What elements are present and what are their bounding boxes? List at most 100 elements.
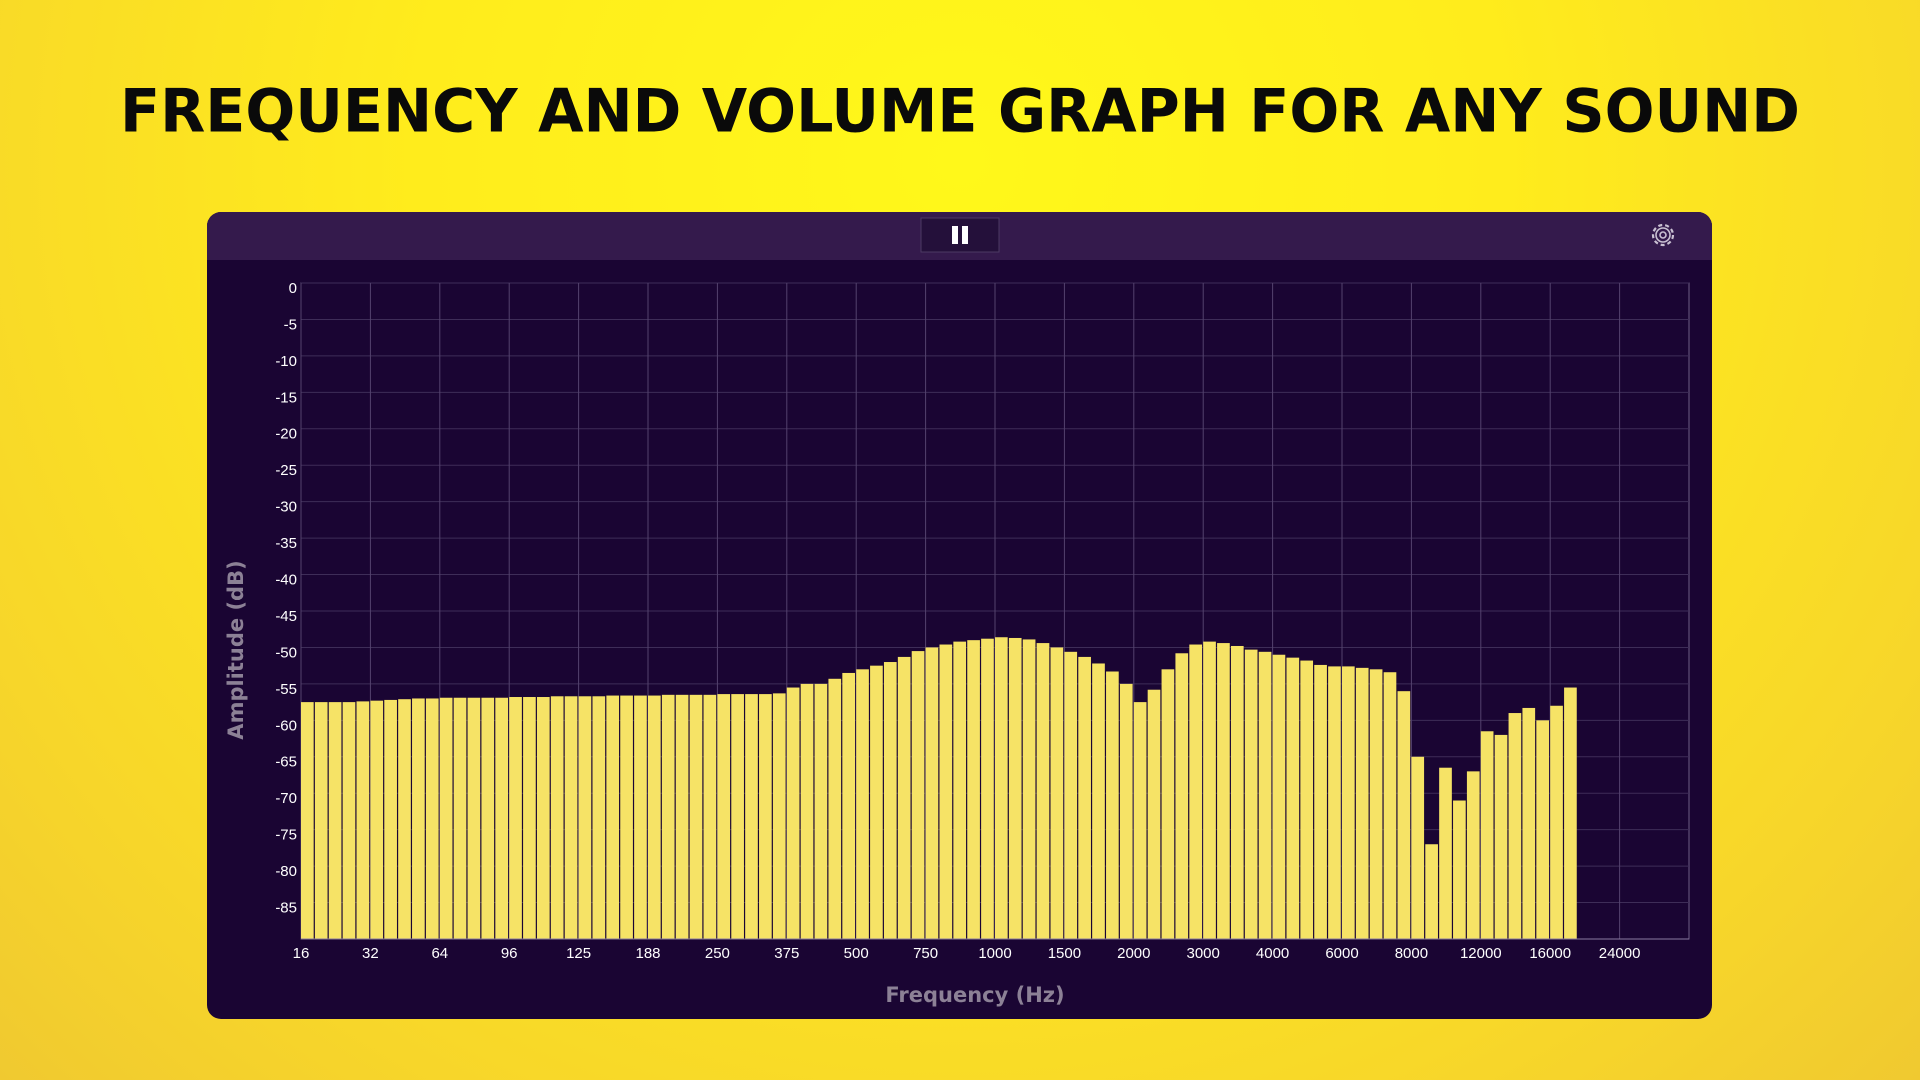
- x-tick-label: 4000: [1256, 945, 1289, 962]
- spectrum-bar: [495, 697, 508, 939]
- spectrum-bar: [1175, 653, 1189, 939]
- spectrum-bar: [981, 638, 994, 939]
- spectrum-bar: [467, 697, 481, 939]
- spectrum-bar: [1244, 649, 1258, 939]
- pause-button-frame[interactable]: [920, 217, 1000, 253]
- spectrum-bar: [1286, 657, 1300, 939]
- x-tick-label: 6000: [1325, 945, 1358, 962]
- spectrum-bar: [1466, 771, 1480, 939]
- spectrum-bar: [1508, 713, 1522, 939]
- page-title: FREQUENCY AND VOLUME GRAPH FOR ANY SOUND: [120, 77, 1800, 147]
- x-tick-label: 12000: [1460, 945, 1502, 962]
- spectrum-bar: [1064, 651, 1078, 939]
- x-tick-label: 8000: [1395, 945, 1428, 962]
- y-tick-label: 0: [289, 280, 297, 297]
- spectrum-bar: [995, 637, 1008, 939]
- spectrum-bar: [620, 695, 633, 939]
- spectrum-bar: [1203, 641, 1216, 939]
- spectrum-bar: [731, 694, 744, 939]
- x-tick-label: 250: [705, 945, 730, 962]
- spectrum-bar: [828, 678, 842, 939]
- y-tick-label: -70: [275, 790, 297, 807]
- spectrum-bar: [1494, 734, 1508, 939]
- spectrum-bar: [883, 662, 897, 939]
- spectrum-bar: [1355, 667, 1369, 939]
- settings-gear-hub: [1659, 231, 1667, 239]
- x-tick-label: 750: [913, 945, 938, 962]
- spectrum-bar: [439, 697, 453, 939]
- spectrum-bar: [897, 656, 911, 939]
- y-tick-label: -10: [275, 353, 297, 370]
- spectrum-bar: [1217, 643, 1230, 939]
- settings-gear-ring: [1655, 227, 1671, 243]
- y-tick-label: -65: [275, 754, 297, 771]
- spectrum-bar: [953, 641, 967, 939]
- spectrum-bar: [606, 695, 620, 939]
- spectrum-bar: [453, 697, 467, 939]
- spectrum-bar: [1258, 651, 1272, 939]
- spectrum-bar: [648, 695, 661, 939]
- spectrum-bar: [1106, 671, 1119, 939]
- spectrum-bar: [1008, 637, 1022, 939]
- y-tick-label: -25: [275, 462, 297, 479]
- y-tick-label: -80: [275, 863, 297, 880]
- spectrum-bar: [925, 647, 939, 939]
- spectrum-bar: [1328, 666, 1341, 939]
- y-tick-label: -5: [284, 316, 297, 333]
- spectrum-bar: [675, 694, 689, 939]
- x-axis-title: Frequency (Hz): [885, 983, 1064, 1007]
- x-tick-label: 64: [431, 945, 448, 962]
- settings-button[interactable]: [1651, 223, 1675, 247]
- spectrum-bar: [1036, 643, 1050, 939]
- spectrum-bar: [1022, 639, 1036, 939]
- spectrum-bar: [1189, 644, 1202, 939]
- x-tick-label: 16000: [1529, 945, 1571, 962]
- x-tick-label: 24000: [1599, 945, 1641, 962]
- spectrum-bar: [1078, 656, 1091, 939]
- x-tick-label: 188: [635, 945, 660, 962]
- x-tick-label: 16: [293, 945, 310, 962]
- spectrum-bar: [578, 696, 592, 939]
- x-tick-label: 2000: [1117, 945, 1150, 962]
- y-tick-label: -15: [275, 389, 297, 406]
- spectrum-bar: [911, 651, 925, 939]
- y-tick-label: -60: [275, 717, 297, 734]
- x-tick-label: 375: [774, 945, 799, 962]
- y-tick-label: -35: [275, 535, 297, 552]
- spectrum-bar: [1161, 669, 1175, 939]
- spectrum-bar: [425, 698, 439, 939]
- spectrum-bar: [412, 698, 425, 939]
- spectrum-bar: [592, 696, 606, 939]
- spectrum-bar: [398, 699, 411, 939]
- y-tick-label: -85: [275, 900, 297, 917]
- spectrum-bar: [523, 697, 536, 939]
- pause-button[interactable]: [920, 217, 1000, 253]
- spectrum-bar: [1383, 672, 1397, 939]
- spectrum-bar: [370, 700, 384, 939]
- spectrum-bar: [1300, 660, 1314, 939]
- y-tick-label: -75: [275, 827, 297, 844]
- spectrum-bar: [1522, 707, 1536, 939]
- pause-icon-bar: [952, 226, 958, 244]
- spectrum-bar: [1564, 687, 1577, 939]
- spectrum-bar: [1147, 689, 1161, 939]
- settings-gear[interactable]: [1651, 223, 1675, 247]
- spectrum-bar: [481, 697, 495, 939]
- y-tick-label: -40: [275, 572, 297, 589]
- spectrum-bar: [759, 694, 772, 939]
- spectrum-bar: [772, 693, 786, 939]
- spectrum-bar: [356, 701, 370, 939]
- spectrum-bar: [661, 694, 675, 939]
- spectrum-bar: [1230, 645, 1244, 939]
- spectrum-bar: [342, 702, 356, 939]
- x-tick-label: 125: [566, 945, 591, 962]
- y-tick-label: -30: [275, 499, 297, 516]
- spectrum-bar: [550, 696, 564, 939]
- y-axis-title: Amplitude (dB): [224, 560, 248, 739]
- spectrum-bar: [689, 694, 703, 939]
- spectrum-bar: [1536, 720, 1549, 939]
- spectrum-bar: [842, 672, 855, 939]
- spectrum-bar: [1342, 666, 1355, 939]
